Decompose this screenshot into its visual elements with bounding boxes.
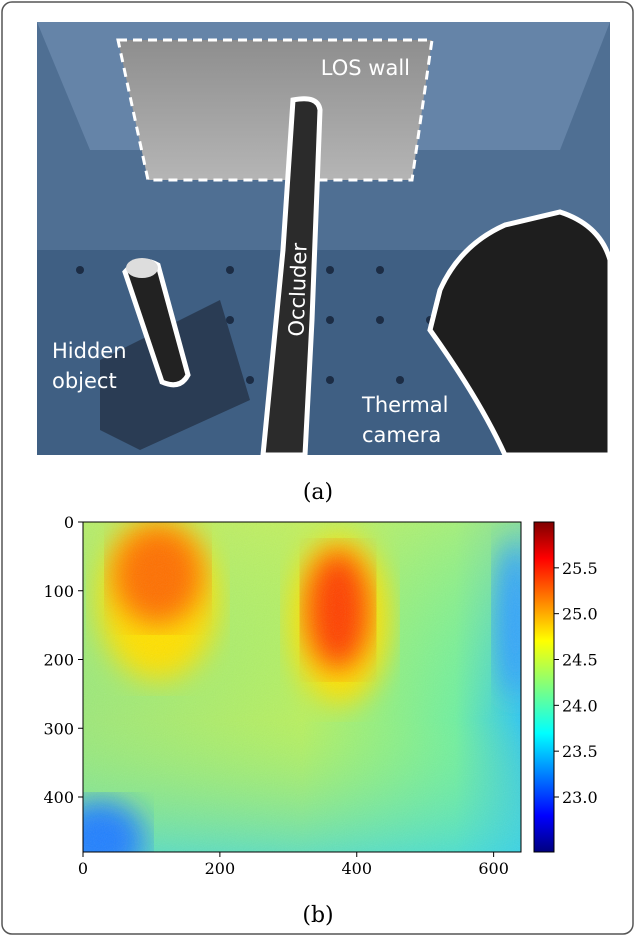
x-tick-label: 0 — [78, 859, 88, 878]
label: LOS wall — [321, 56, 410, 80]
y-tick-label: 100 — [43, 582, 74, 601]
colorbar-tick-label: 25.0 — [562, 605, 598, 624]
colorbar-tick-label: 24.0 — [562, 696, 598, 715]
label: Occluder — [284, 242, 311, 337]
y-tick-label: 200 — [43, 651, 74, 670]
x-tick-label: 600 — [478, 859, 509, 878]
label: object — [52, 369, 117, 393]
caption: (a) — [303, 480, 333, 505]
x-tick-label: 400 — [341, 859, 372, 878]
label: camera — [362, 423, 441, 447]
label: Thermal — [361, 393, 448, 417]
heatmap-image — [55, 520, 535, 880]
colorbar — [534, 522, 554, 852]
label: Hidden — [52, 339, 127, 363]
y-tick-label: 0 — [64, 513, 74, 532]
colorbar-tick-label: 25.5 — [562, 559, 598, 578]
colorbar-tick-label: 24.5 — [562, 651, 598, 670]
colorbar-tick-label: 23.5 — [562, 742, 598, 761]
figure: LOS wall Occluder Hidden object Thermal … — [0, 0, 635, 936]
caption: (b) — [302, 903, 333, 928]
x-tick-label: 200 — [205, 859, 236, 878]
colorbar-tick-label: 23.0 — [562, 788, 598, 807]
y-tick-label: 300 — [43, 719, 74, 738]
y-tick-label: 400 — [43, 788, 74, 807]
photo: LOS wall Occluder Hidden object Thermal … — [37, 22, 610, 455]
